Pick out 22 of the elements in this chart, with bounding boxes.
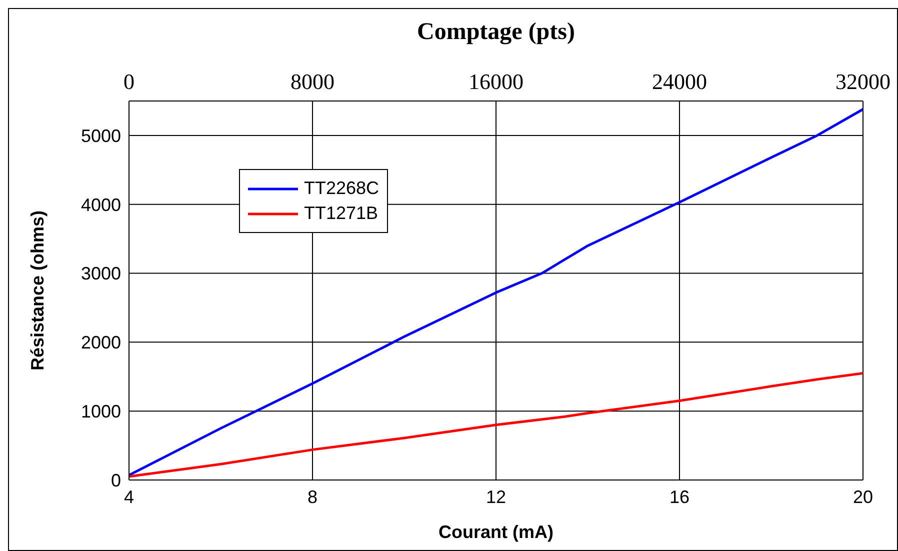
y-tick-label: 4000: [80, 194, 121, 215]
y-tick-label: 0: [110, 470, 121, 490]
legend-label: TT1271B: [304, 203, 378, 224]
x-tick-label: 20: [852, 486, 874, 507]
y-tick-label: 3000: [80, 264, 121, 284]
y-tick-label: 5000: [80, 126, 121, 146]
x2-tick-label: 32000: [836, 69, 890, 94]
x2-axis-title: Comptage (pts): [417, 19, 575, 45]
x2-tick-label: 16000: [468, 69, 524, 94]
x-axis-title: Courant (mA): [438, 522, 554, 542]
x2-tick-label: 8000: [290, 69, 334, 94]
x-tick-label: 8: [307, 486, 318, 507]
y-tick-label: 1000: [80, 401, 121, 422]
x-tick-label: 4: [124, 486, 134, 507]
x-tick-label: 12: [486, 486, 506, 507]
line-series: [129, 372, 863, 478]
line-series: [129, 108, 863, 476]
y-tick-label: 2000: [80, 332, 121, 353]
legend-label: TT2268C: [304, 178, 380, 199]
x2-tick-label: 24000: [652, 69, 707, 94]
y-axis-title: Résistance (ohms): [27, 210, 48, 370]
x-tick-label: 16: [669, 486, 690, 507]
